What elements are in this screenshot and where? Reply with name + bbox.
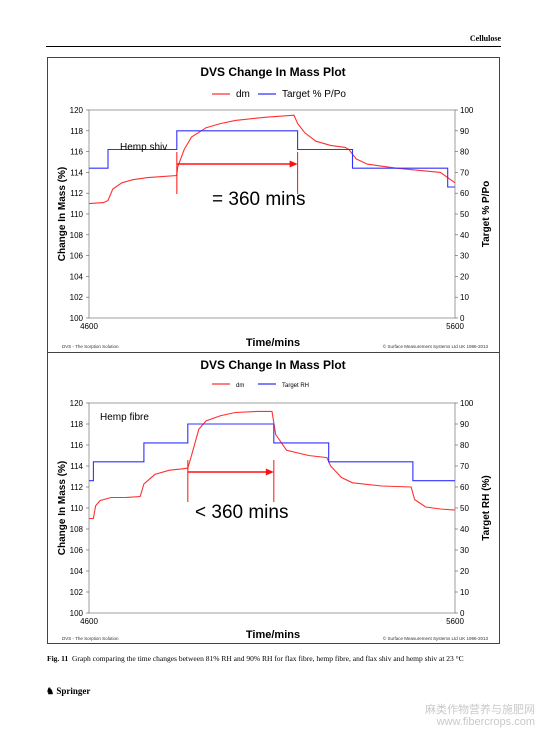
publisher-logo: ♞ Springer: [46, 686, 90, 697]
y-right-tick-label: 50: [460, 504, 469, 513]
annotation-label: < 360 mins: [195, 502, 288, 523]
y-left-tick-label: 114: [70, 168, 83, 177]
y-right-tick-label: 20: [460, 272, 469, 281]
journal-name: Cellulose: [469, 34, 501, 43]
x-tick-label: 5600: [446, 322, 464, 331]
figure-frame: [47, 57, 500, 644]
chart-panel-1: DVS Change In Mass Plot dm Target % P/Po 10…: [57, 65, 492, 349]
watermark-line-1: 麻类作物营养与施肥网: [425, 704, 535, 716]
footer-right: © Surface Measurement Systems Ltd UK 199…: [383, 635, 489, 641]
x-tick-label: 5600: [446, 617, 464, 626]
y-right-tick-label: 30: [460, 546, 469, 555]
y-right-tick-label: 20: [460, 567, 469, 576]
y-right-tick-label: 100: [460, 106, 474, 115]
y-left-tick-label: 104: [70, 567, 84, 576]
y-left-tick-label: 100: [70, 314, 84, 323]
y-left-tick-label: 114: [70, 462, 83, 471]
y-right-tick-label: 90: [460, 127, 469, 136]
x-tick-label: 4600: [80, 617, 98, 626]
footer-left: DVS - The Sorption Solution: [62, 636, 119, 641]
y-right-tick-label: 10: [460, 588, 469, 597]
legend-label-target: Target RH: [282, 383, 309, 389]
y-left-tick-label: 110: [70, 504, 83, 513]
y-right-tick-label: 0: [460, 609, 465, 618]
watermark: 麻类作物营养与施肥网 www.fibercrops.com: [425, 704, 535, 728]
watermark-line-2: www.fibercrops.com: [436, 716, 535, 728]
y-left-tick-label: 108: [70, 525, 84, 534]
y-right-tick-label: 100: [460, 399, 474, 408]
x-axis-label: Time/mins: [246, 629, 300, 641]
y-left-tick-label: 100: [70, 609, 84, 618]
y-right-tick-label: 60: [460, 189, 469, 198]
sample-label: Hemp shiv: [120, 142, 167, 153]
footer-right: © Surface Measurement Systems Ltd UK 199…: [383, 343, 489, 349]
chart-title: DVS Change In Mass Plot: [200, 358, 345, 372]
y-left-tick-label: 102: [70, 293, 84, 302]
series-line-target: [89, 423, 455, 482]
y-right-tick-label: 0: [460, 314, 465, 323]
y-left-tick-label: 120: [70, 106, 84, 115]
series-line-target: [89, 130, 455, 188]
y-right-tick-label: 10: [460, 293, 469, 302]
caption-label: Fig. 11: [47, 654, 69, 663]
y-left-tick-label: 108: [70, 231, 84, 240]
y-left-tick-label: 112: [70, 483, 83, 492]
y-left-tick-label: 106: [70, 546, 84, 555]
chart-title: DVS Change In Mass Plot: [200, 65, 345, 79]
y-left-tick-label: 102: [70, 588, 84, 597]
sample-label: Hemp fibre: [100, 412, 149, 423]
y-left-tick-label: 118: [70, 420, 83, 429]
y-left-tick-label: 110: [70, 210, 83, 219]
y-axis-label-left: Change In Mass (%): [57, 461, 68, 555]
y-right-tick-label: 70: [460, 168, 469, 177]
annotation-label: = 360 mins: [212, 189, 305, 210]
y-right-tick-label: 80: [460, 148, 469, 157]
y-right-tick-label: 80: [460, 441, 469, 450]
annotation-arrow-head: [289, 160, 298, 168]
y-axis-label-right: Target % P/Po: [481, 181, 492, 248]
y-axis-label-left: Change In Mass (%): [57, 167, 68, 261]
series-line-dm: [88, 114, 456, 205]
y-right-tick-label: 90: [460, 420, 469, 429]
x-axis-label: Time/mins: [246, 337, 300, 349]
y-left-tick-label: 120: [70, 399, 84, 408]
chart-legend: dm Target RH: [212, 383, 309, 389]
series-line-dm: [89, 410, 456, 520]
y-axis-label-right: Target RH (%): [481, 475, 492, 540]
footer-left: DVS - The Sorption Solution: [62, 344, 119, 349]
springer-horse-icon: ♞: [46, 686, 55, 696]
y-left-tick-label: 116: [70, 441, 83, 450]
annotation-arrow-head: [265, 468, 274, 476]
y-right-tick-label: 40: [460, 231, 469, 240]
panel-divider: [47, 352, 500, 353]
y-right-tick-label: 40: [460, 525, 469, 534]
publisher-name: Springer: [56, 686, 91, 696]
y-left-tick-label: 104: [70, 272, 84, 281]
y-right-tick-label: 70: [460, 462, 469, 471]
y-right-tick-label: 50: [460, 210, 469, 219]
legend-label-dm: dm: [236, 383, 244, 389]
caption-text: Graph comparing the time changes between…: [72, 654, 464, 663]
legend-label-dm: dm: [236, 89, 250, 100]
chart-legend: dm Target % P/Po: [212, 89, 346, 100]
header-rule: [46, 46, 501, 47]
figure-caption: Fig. 11 Graph comparing the time changes…: [47, 654, 464, 663]
y-left-tick-label: 112: [70, 189, 83, 198]
legend-label-target: Target % P/Po: [282, 89, 346, 100]
y-right-tick-label: 30: [460, 252, 469, 261]
y-right-tick-label: 60: [460, 483, 469, 492]
x-tick-label: 4600: [80, 322, 98, 331]
y-left-tick-label: 106: [70, 252, 84, 261]
y-left-tick-label: 118: [70, 127, 83, 136]
y-left-tick-label: 116: [70, 148, 83, 157]
